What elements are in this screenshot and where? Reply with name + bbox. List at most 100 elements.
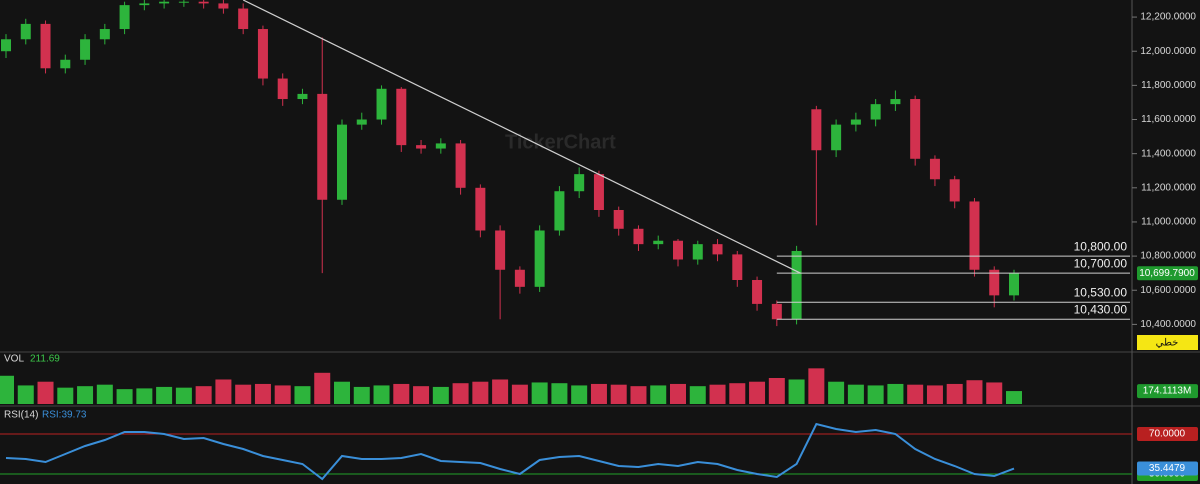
candle-body	[99, 29, 110, 40]
candle-body	[416, 145, 427, 149]
candle-body	[455, 143, 466, 188]
volume-bar	[17, 385, 34, 404]
candle-body	[732, 254, 743, 280]
y-tick-label: 12,200.0000	[1140, 12, 1196, 23]
volume-bar	[946, 383, 963, 404]
candle-body	[159, 1, 170, 4]
volume-bar	[413, 386, 430, 404]
value-tag-label: 10,699.7900	[1139, 268, 1195, 279]
volume-bar	[472, 381, 489, 404]
volume-bar	[96, 384, 113, 404]
volume-bar	[986, 382, 1003, 404]
volume-bar	[156, 386, 173, 404]
volume-bar	[709, 384, 726, 404]
rsi-line	[5, 422, 1015, 481]
volume-bar	[195, 386, 212, 404]
candle-body	[870, 104, 881, 120]
volume-bar	[294, 386, 311, 404]
value-tag	[1137, 384, 1198, 399]
volume-bar	[926, 385, 943, 404]
volume-bar	[57, 387, 74, 404]
level-label: 10,700.00	[1074, 256, 1128, 270]
volume-bar	[37, 381, 54, 404]
candle-body	[890, 99, 901, 105]
candle-body	[554, 191, 565, 231]
candle-body	[811, 109, 822, 151]
candle-body	[297, 93, 308, 100]
candle-body	[337, 124, 347, 200]
candle-body	[20, 23, 31, 40]
candle-body	[495, 230, 506, 270]
trendline	[242, 0, 801, 274]
candle-body	[514, 269, 525, 287]
volume-bar	[353, 386, 370, 404]
y-tick-label: 11,800.0000	[1141, 80, 1196, 91]
candle-body	[850, 119, 861, 125]
volume-bar	[590, 383, 607, 404]
volume-bar	[274, 385, 291, 404]
candle-body	[791, 250, 802, 320]
value-tag	[1137, 461, 1198, 476]
volume-bar	[749, 381, 766, 404]
y-tick-label: 11,000.0000	[1141, 217, 1196, 228]
candle-body	[139, 3, 150, 6]
candle-body	[653, 240, 664, 245]
value-tag-label: 35.4479	[1149, 463, 1186, 474]
candle-body	[1, 39, 11, 52]
candle-body	[831, 124, 842, 151]
y-tick-label: 10,800.0000	[1140, 251, 1196, 262]
candle-body	[712, 244, 723, 255]
candle-body	[534, 230, 545, 287]
volume-bar	[432, 386, 449, 404]
level-label: 10,430.00	[1074, 302, 1128, 316]
volume-bar	[1006, 391, 1022, 404]
candle-body	[238, 8, 249, 30]
volume-bar	[77, 386, 94, 404]
y-tick-label: 11,600.0000	[1141, 114, 1196, 125]
volume-bar	[670, 383, 686, 404]
volume-bar	[650, 385, 667, 404]
vol-title: VOL	[4, 354, 24, 365]
volume-bar	[215, 379, 232, 404]
candle-body	[574, 174, 585, 192]
level-label: 10,800.00	[1074, 239, 1128, 253]
candle-body	[771, 303, 782, 320]
candle-body	[929, 158, 940, 180]
candle-body	[692, 244, 703, 260]
candle-body	[198, 1, 209, 4]
y-tick-label: 10,600.0000	[1140, 285, 1196, 296]
volume-bar	[768, 378, 785, 404]
value-tag-label: 174.1113M	[1143, 386, 1192, 397]
candle-body	[949, 179, 960, 202]
candle-body	[178, 1, 189, 3]
volume-bar	[136, 388, 153, 404]
volume-bar	[610, 384, 627, 404]
volume-bar	[393, 383, 410, 404]
volume-bar	[314, 372, 331, 404]
candle-body	[356, 119, 367, 125]
volume-bar	[452, 383, 469, 404]
candle-body	[218, 3, 229, 9]
candle-body	[376, 88, 387, 120]
candle-body	[910, 99, 921, 159]
value-tag	[1137, 427, 1198, 441]
candle-body	[119, 5, 130, 30]
watermark: TickerChart	[505, 131, 616, 153]
volume-bar	[492, 379, 509, 404]
candle-body	[593, 174, 604, 210]
volume-bar	[571, 385, 588, 404]
candle-body	[673, 240, 683, 260]
y-tick-label: 10,400.0000	[1140, 319, 1196, 330]
volume-bar	[175, 387, 192, 404]
volume-bar	[0, 375, 14, 404]
y-tick-label: 11,200.0000	[1141, 182, 1196, 193]
candle-body	[277, 78, 288, 100]
volume-bar	[828, 381, 845, 404]
candle-body	[752, 280, 763, 304]
volume-bar	[551, 383, 568, 404]
candle-body	[317, 93, 328, 200]
candle-body	[60, 59, 71, 69]
candle-body	[633, 228, 644, 245]
volume-bar	[531, 382, 548, 404]
